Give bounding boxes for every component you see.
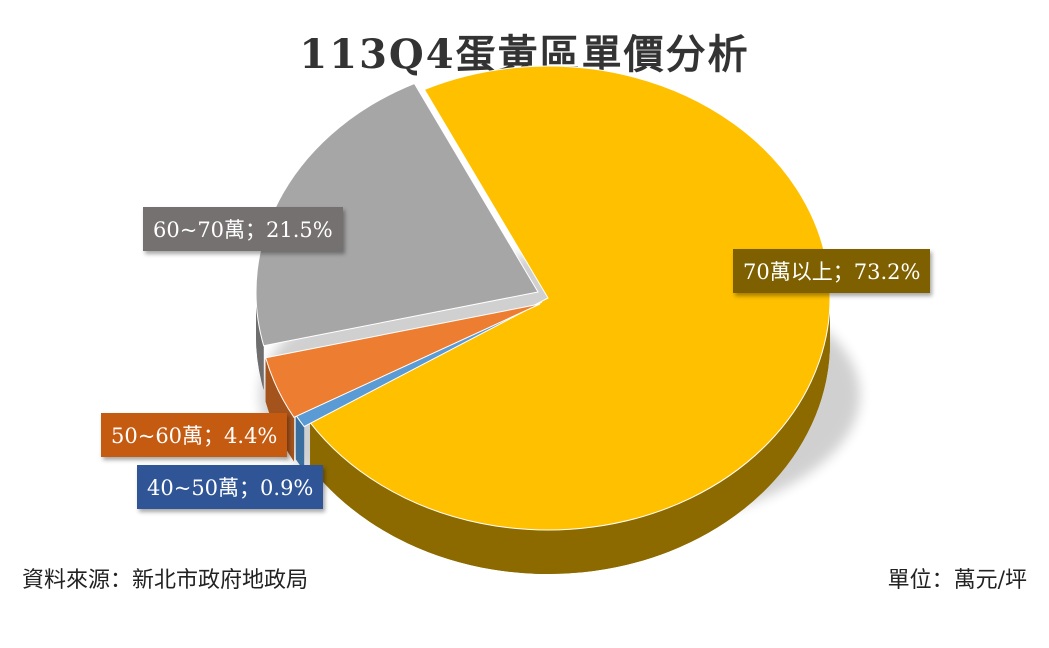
data-label-60-70: 60~70萬；21.5% [143,207,343,251]
pie-slice-60-70 [255,82,539,347]
data-label-50-60: 50~60萬；4.4% [101,413,288,457]
pie-slice-70-plus-side [310,298,831,574]
pie-slice-50-60 [265,303,541,418]
pie-slice-40-50-side [295,415,305,471]
pie-slice-60-70-side [256,292,264,390]
pie-slice-70-plus [309,65,831,531]
data-label-40-50: 40~50萬；0.9% [137,465,324,509]
unit-note: 單位：萬元/坪 [887,568,1027,593]
pie-top-layer [255,65,831,531]
source-note: 資料來源：新北市政府地政局 [22,568,309,593]
data-label-70-plus: 70萬以上；73.2% [733,249,931,293]
